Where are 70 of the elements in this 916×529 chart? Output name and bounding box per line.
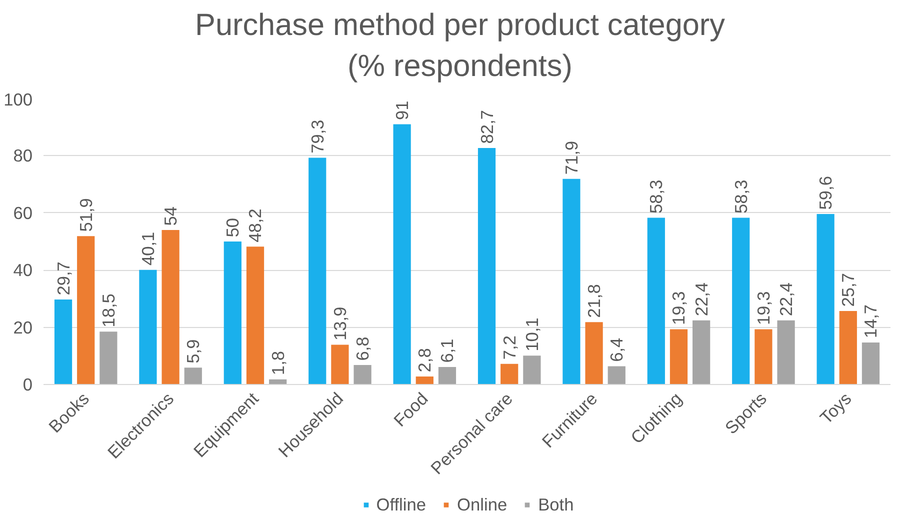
bar (523, 355, 541, 384)
data-label: 6,8 (352, 336, 373, 361)
legend-label: Both (538, 494, 574, 516)
bar (562, 178, 580, 384)
data-label: 7,2 (499, 335, 520, 360)
bar (839, 310, 857, 384)
data-label: 48,2 (245, 208, 266, 242)
data-label: 29,7 (53, 261, 74, 296)
data-label: 19,3 (668, 291, 689, 325)
data-label: 71,9 (561, 140, 582, 174)
bar (500, 364, 518, 384)
data-label: 21,8 (584, 284, 604, 318)
y-tick-label: 0 (22, 374, 33, 394)
data-label: 18,5 (98, 293, 118, 328)
bar (692, 320, 710, 384)
bar (331, 344, 349, 384)
data-label: 82,7 (476, 110, 497, 144)
data-label: 54 (160, 206, 181, 226)
bar (777, 320, 795, 384)
y-tick-label: 40 (13, 260, 33, 280)
data-label: 10,1 (522, 317, 542, 352)
data-label: 79,3 (307, 119, 328, 154)
data-label: 6,4 (606, 337, 627, 362)
bar (478, 148, 496, 384)
bar (77, 236, 95, 384)
bar (393, 124, 411, 384)
bar (308, 158, 326, 384)
data-label: 22,4 (691, 282, 712, 316)
data-label: 1,8 (268, 350, 288, 375)
y-tick-label: 100 (4, 89, 33, 110)
bar (139, 270, 157, 384)
bar (754, 329, 772, 384)
bar (585, 322, 603, 384)
chart-title: Purchase method per product category (% respondents) (195, 7, 725, 86)
data-label: 5,9 (183, 339, 204, 364)
bar (354, 364, 372, 384)
data-label: 25,7 (838, 272, 858, 307)
data-label: 14,7 (860, 304, 881, 338)
y-tick-label: 60 (13, 202, 33, 223)
bar (416, 376, 434, 384)
bar (184, 367, 202, 384)
data-label: 58,3 (730, 180, 751, 214)
bar (162, 230, 180, 384)
data-label: 13,9 (330, 306, 350, 340)
data-label: 2,8 (414, 348, 435, 372)
bar (224, 241, 242, 384)
legend-label: Online (457, 494, 508, 516)
bar (670, 329, 688, 384)
x-tick-label: Toys (816, 388, 856, 428)
bar (54, 299, 72, 384)
bar (100, 331, 118, 384)
bar (246, 246, 264, 384)
data-label: 51,9 (76, 198, 96, 232)
bar (647, 218, 665, 384)
data-label: 40,1 (138, 232, 158, 266)
bar (732, 218, 750, 384)
bar (608, 366, 626, 384)
bar (862, 342, 880, 384)
bar (438, 366, 456, 384)
data-label: 6,1 (437, 338, 458, 363)
legend-label: Offline (376, 494, 426, 516)
data-label: 59,6 (816, 176, 836, 210)
data-label: 22,4 (776, 282, 796, 316)
data-label: 58,3 (646, 180, 666, 214)
data-label: 19,3 (753, 291, 774, 325)
data-label: 91 (392, 100, 412, 120)
data-label: 50 (222, 218, 243, 238)
y-tick-label: 20 (13, 317, 33, 338)
y-tick-label: 80 (13, 146, 33, 166)
bar (816, 214, 834, 384)
